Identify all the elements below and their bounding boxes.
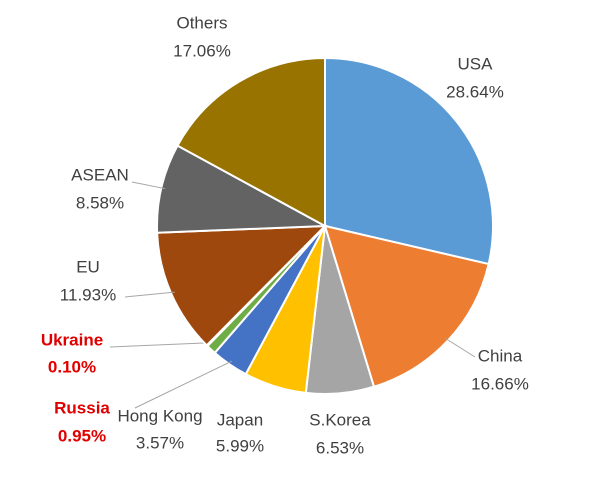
pie-slice xyxy=(176,56,326,228)
pie-slice xyxy=(324,56,494,266)
slice-name: Ukraine xyxy=(41,330,103,349)
leader-line xyxy=(109,342,210,348)
slice-value-label: 0.95% xyxy=(58,426,106,445)
slice-value-label: 6.53% xyxy=(316,438,364,457)
slice-value-label: 28.64% xyxy=(446,82,504,101)
pie-slice xyxy=(156,224,328,347)
leader-line xyxy=(131,181,166,190)
slice-name: S.Korea xyxy=(309,410,371,429)
slice-value-label: 3.57% xyxy=(136,433,184,452)
slice-name: ASEAN xyxy=(71,165,129,184)
slice-value-label: 5.99% xyxy=(216,436,264,455)
slice-value-label: 0.10% xyxy=(48,357,96,376)
leader-line xyxy=(134,360,233,409)
slice-value-label: 16.66% xyxy=(471,374,529,393)
slice-name: EU xyxy=(76,257,100,276)
slice-name: Japan xyxy=(217,410,263,429)
slice-value-label: 8.58% xyxy=(76,193,124,212)
slice-name: Hong Kong xyxy=(117,406,202,425)
slice-name: Russia xyxy=(54,398,110,417)
slice-value-label: 17.06% xyxy=(173,41,231,60)
slice-value-label: 11.93% xyxy=(60,285,116,304)
leader-line xyxy=(124,291,175,298)
slice-name: China xyxy=(478,346,523,365)
pie-slice xyxy=(323,224,490,388)
slice-name: Others xyxy=(176,13,227,32)
leader-line xyxy=(444,337,476,358)
slice-name: USA xyxy=(458,54,494,73)
